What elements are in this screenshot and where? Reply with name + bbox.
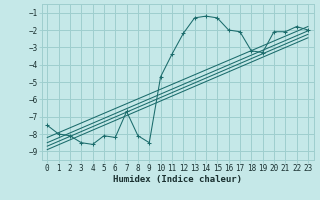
X-axis label: Humidex (Indice chaleur): Humidex (Indice chaleur) [113,175,242,184]
